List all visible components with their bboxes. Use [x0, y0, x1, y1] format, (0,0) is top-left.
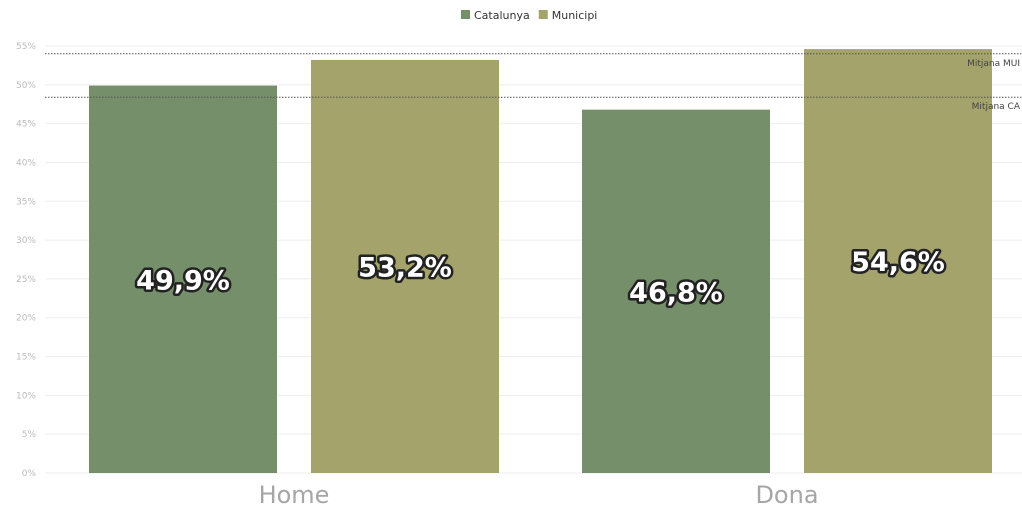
reference-line-label: Mitjana MUI — [967, 59, 1020, 69]
reference-lines: Mitjana MUI Mitjana CA — [45, 53, 1022, 112]
data-label: 54,6% — [851, 247, 945, 278]
legend-label: Municipi — [552, 9, 598, 22]
y-tick-label: 10% — [16, 391, 36, 401]
value-labels: 49,9% 53,2% 46,8% 54,6% — [134, 245, 948, 311]
y-tick-label: 15% — [16, 353, 36, 363]
y-axis: 0% 5% 10% 15% 20% 25% 30% 35% 40% 45% 50% 55% — [16, 42, 36, 479]
y-tick-label: 5% — [22, 430, 37, 440]
y-tick-label: 25% — [16, 275, 36, 285]
y-tick-label: 20% — [16, 314, 36, 324]
x-tick-label: Home — [259, 481, 330, 509]
bar — [311, 59, 499, 473]
y-tick-label: 35% — [16, 197, 36, 207]
y-tick-label: 40% — [16, 158, 36, 168]
bar — [804, 49, 992, 473]
x-tick-label: Dona — [755, 481, 818, 509]
y-tick-label: 50% — [16, 81, 36, 91]
bar — [89, 85, 277, 473]
bar — [582, 109, 770, 474]
legend: Catalunya Municipi — [461, 9, 597, 22]
reference-line-label: Mitjana CA — [972, 102, 1021, 112]
y-tick-label: 30% — [16, 236, 36, 246]
legend-label: Catalunya — [474, 9, 530, 22]
bars — [89, 49, 992, 474]
y-tick-label: 45% — [16, 120, 36, 130]
legend-swatch — [461, 10, 470, 19]
x-axis: Home Dona — [259, 481, 819, 509]
legend-swatch — [538, 10, 548, 19]
data-label: 53,2% — [358, 252, 452, 283]
data-label: 46,8% — [629, 277, 723, 308]
y-tick-label: 55% — [16, 42, 36, 52]
y-tick-label: 0% — [22, 469, 37, 479]
data-label: 49,9% — [136, 265, 230, 296]
